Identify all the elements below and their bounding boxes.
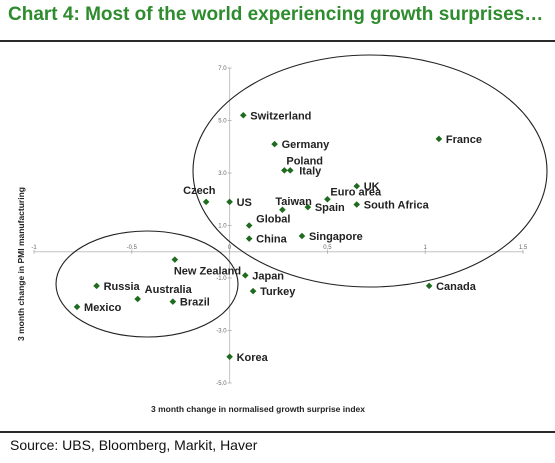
x-tick-label: 0 <box>228 245 232 251</box>
data-point-marker <box>226 198 233 206</box>
data-point-label: Turkey <box>260 286 296 298</box>
data-point-marker <box>239 111 247 119</box>
scatter-chart: -1 -0.5 0 0.5 1 1.5 -5.0 -3.0 -1.0 1.0 3.0 5.0 7.0 S… <box>16 54 548 414</box>
data-point-marker <box>353 201 361 208</box>
source-divider <box>0 431 555 433</box>
data-point-marker <box>271 140 278 148</box>
lower-left-cluster-ellipse <box>55 230 239 338</box>
data-point-marker <box>286 167 294 174</box>
y-tick-label: 1.0 <box>218 224 227 230</box>
y-tick-label: -1.0 <box>216 276 227 282</box>
data-point-label: Poland <box>286 155 323 167</box>
data-point-label: Australia <box>145 284 193 296</box>
data-point-label: Korea <box>237 352 269 364</box>
chart-title: Chart 4: Most of the world experiencing … <box>8 4 544 25</box>
y-tick-label: 3.0 <box>218 171 227 177</box>
data-point-marker <box>134 295 141 303</box>
y-tick-label: 5.0 <box>218 119 227 125</box>
x-tick-label: -1 <box>31 245 37 251</box>
x-tick-label: 1 <box>424 245 428 251</box>
data-point-marker <box>298 232 306 240</box>
data-point-label: UK <box>364 181 380 193</box>
cluster-ellipses <box>55 54 548 338</box>
data-point-marker <box>425 282 433 290</box>
x-tick-label: 0.5 <box>323 245 332 251</box>
upper-right-cluster-ellipse <box>192 54 548 288</box>
data-point-label: US <box>237 197 252 209</box>
data-point-label: Singapore <box>309 231 363 243</box>
data-point-marker <box>241 272 249 279</box>
data-point-label: Japan <box>252 270 284 282</box>
data-point-label: Euro area <box>330 186 382 198</box>
data-point-label: Czech <box>183 185 216 197</box>
data-point-label: Germany <box>282 139 331 151</box>
axis-ticks: -1 -0.5 0 0.5 1 1.5 -5.0 -3.0 -1.0 1.0 3.0 5.0 7.0 <box>31 66 528 387</box>
data-point-label: China <box>256 234 287 246</box>
data-point-label: Brazil <box>180 297 210 309</box>
data-point-marker <box>353 182 361 190</box>
data-point-label: Russia <box>104 281 141 293</box>
data-point-marker <box>249 287 257 295</box>
data-point-marker <box>279 206 286 214</box>
data-point-marker <box>226 353 233 361</box>
x-tick-label: -0.5 <box>127 245 138 251</box>
data-point-marker <box>93 282 100 290</box>
data-point-label: France <box>446 134 482 146</box>
data-point-label: Mexico <box>84 302 122 314</box>
title-divider <box>0 40 555 42</box>
data-point-marker <box>245 222 253 229</box>
data-point-label: Switzerland <box>250 110 311 122</box>
data-point-label: South Africa <box>364 200 430 212</box>
data-point-marker <box>304 203 312 211</box>
y-tick-label: 7.0 <box>218 66 227 72</box>
x-axis-label: 3 month change in normalised growth surp… <box>151 404 365 414</box>
data-point-label: Spain <box>315 202 345 214</box>
data-point-marker <box>435 135 443 143</box>
data-point-label: Taiwan <box>275 196 312 208</box>
y-tick-label: -5.0 <box>216 381 227 387</box>
source-note: Source: UBS, Bloomberg, Markit, Haver <box>10 437 258 453</box>
data-point-label: Italy <box>299 165 322 177</box>
data-point-label: Canada <box>436 281 477 293</box>
x-tick-label: 1.5 <box>519 245 528 251</box>
data-point-marker <box>281 167 288 174</box>
data-point-marker <box>245 235 253 242</box>
data-point-marker <box>169 298 177 305</box>
data-point-label: New Zealand <box>174 266 241 278</box>
data-point-marker <box>324 195 331 203</box>
data-point-marker <box>202 198 210 206</box>
data-point-marker <box>171 256 179 263</box>
data-point-label: Global <box>256 214 290 226</box>
y-tick-label: -3.0 <box>216 329 227 335</box>
data-point-marker <box>73 303 81 311</box>
y-axis-label: 3 month change in PMI manufacturing <box>16 187 26 341</box>
